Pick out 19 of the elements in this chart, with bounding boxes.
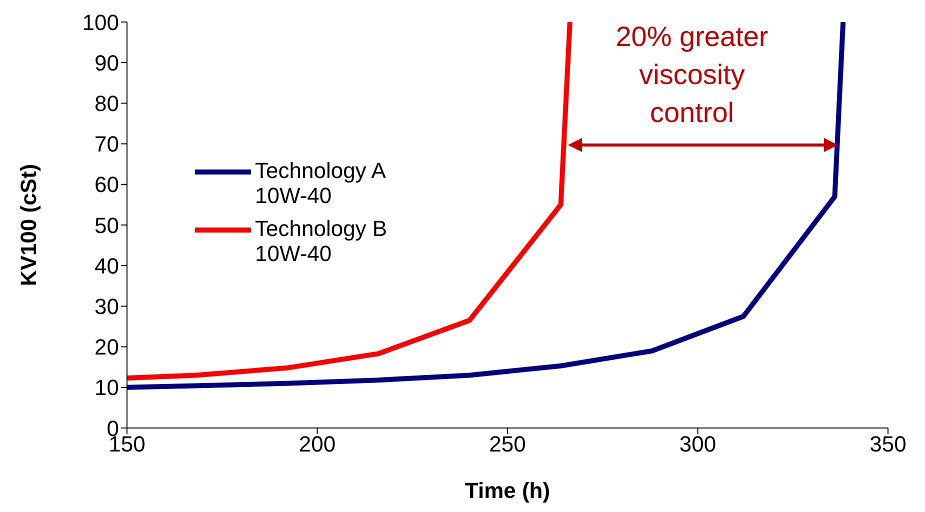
x-tick-label: 250 bbox=[489, 432, 526, 457]
y-tick-label: 10 bbox=[94, 375, 119, 400]
y-tick-label: 50 bbox=[94, 212, 119, 238]
annotation: 20% greater viscosity control bbox=[614, 20, 770, 130]
y-axis-title: KV100 (cSt) bbox=[16, 164, 41, 286]
x-tick-label: 300 bbox=[679, 432, 716, 457]
y-tick-label: 40 bbox=[94, 253, 119, 278]
y-tick-label: 90 bbox=[94, 50, 119, 76]
y-tick-label: 100 bbox=[82, 10, 119, 35]
y-tick-label: 20 bbox=[94, 334, 119, 360]
y-tick-label: 70 bbox=[94, 132, 119, 157]
x-tick-label: 200 bbox=[298, 432, 336, 457]
y-tick-label: 80 bbox=[94, 91, 119, 116]
y-tick-label: 30 bbox=[94, 294, 119, 320]
x-axis-title: Time (h) bbox=[464, 478, 550, 503]
legend-label: Technology B 10W-40 bbox=[255, 216, 388, 266]
x-tick-label: 350 bbox=[870, 432, 906, 457]
legend-label: Technology A 10W-40 bbox=[255, 158, 386, 208]
y-tick-label: 60 bbox=[94, 172, 119, 198]
